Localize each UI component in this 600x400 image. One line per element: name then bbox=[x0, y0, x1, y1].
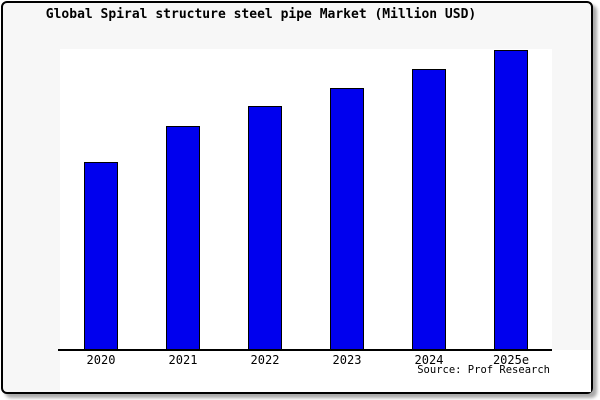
bar-2023 bbox=[330, 88, 364, 350]
x-tick-label-2020: 2020 bbox=[86, 353, 116, 367]
bar-2024 bbox=[412, 69, 446, 350]
x-tick-label-2021: 2021 bbox=[168, 353, 198, 367]
x-tick-label-2022: 2022 bbox=[250, 353, 280, 367]
bar-2020 bbox=[84, 162, 118, 350]
x-tick-label-2024: 2024 bbox=[414, 353, 444, 367]
x-axis-line bbox=[58, 349, 552, 351]
bar-2025e bbox=[494, 50, 528, 350]
bar-2021 bbox=[166, 126, 200, 350]
axis-label-strip bbox=[60, 350, 591, 392]
chart-title: Global Spiral structure steel pipe Marke… bbox=[45, 7, 477, 22]
bar-2022 bbox=[248, 106, 282, 350]
source-label: Source: Prof Research bbox=[417, 364, 550, 376]
x-tick-label-2023: 2023 bbox=[332, 353, 362, 367]
plot-area bbox=[60, 49, 552, 350]
x-tick-label-2025e: 2025e bbox=[492, 353, 530, 367]
